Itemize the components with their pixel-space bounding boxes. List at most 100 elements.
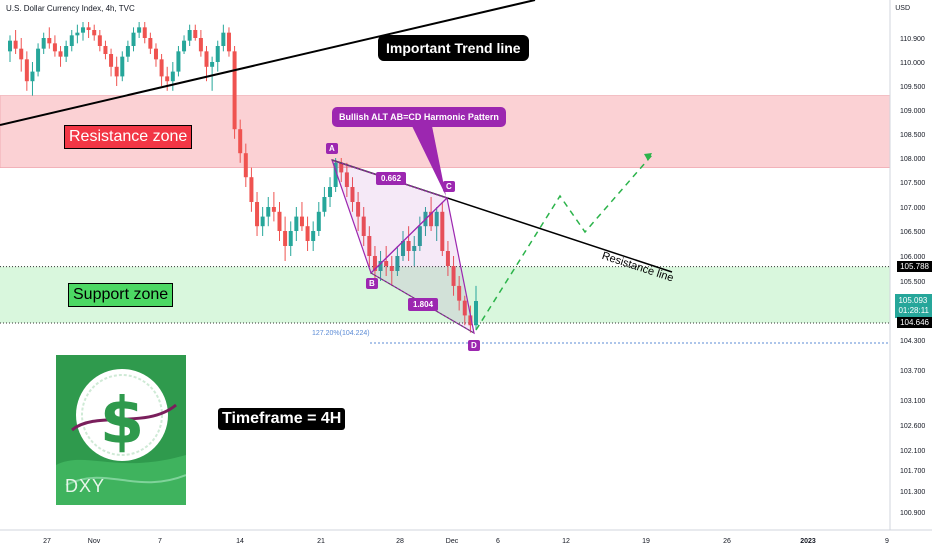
- time-axis: 27 Nov 7 14 21 28 Dec 6 12 19 26 2023 9: [0, 529, 932, 545]
- candle-body: [170, 71, 175, 82]
- candle-body: [266, 207, 271, 217]
- candle-body: [361, 216, 366, 236]
- y-tick-label: 101.700: [900, 468, 925, 475]
- candle-body: [182, 40, 187, 52]
- candle-body: [47, 38, 52, 44]
- candle-body: [339, 162, 344, 173]
- ratio-cd-label: 1.804: [408, 298, 439, 311]
- y-tick-label: 105.500: [900, 279, 925, 286]
- y-tick-label: 110.000: [900, 60, 925, 67]
- candle-body: [271, 207, 276, 212]
- candle-body: [294, 216, 299, 231]
- candle-body: [176, 51, 181, 72]
- y-tick-label: 108.000: [900, 156, 925, 163]
- important-trend-line: [0, 0, 536, 126]
- price-tag-current: 105.093 01:28:11: [895, 294, 932, 318]
- timeframe-label: Timeframe = 4H: [218, 408, 346, 430]
- y-tick-label: 108.500: [900, 132, 925, 139]
- candle-body: [58, 51, 63, 57]
- candle-body: [389, 266, 394, 271]
- y-tick-label: 102.100: [900, 448, 925, 455]
- price-axis: 110.900 110.000 109.500 109.000 108.500 108.0…: [889, 0, 925, 530]
- y-tick-label: 104.300: [900, 338, 925, 345]
- logo-text: DXY: [65, 476, 106, 496]
- dollar-sign-icon: $: [56, 369, 187, 505]
- svg-text:$: $: [100, 385, 145, 459]
- candle-body: [114, 66, 119, 77]
- candle-body: [131, 32, 136, 46]
- candle-body: [367, 236, 372, 256]
- candle-body: [19, 48, 24, 60]
- candle-body: [311, 231, 316, 241]
- candle-body: [30, 71, 35, 82]
- candle-body: [36, 48, 41, 72]
- candle-body: [356, 202, 361, 217]
- candle-body: [75, 32, 80, 36]
- x-tick-label: 26: [723, 538, 731, 545]
- candle-body: [429, 211, 434, 227]
- candle-body: [384, 261, 389, 266]
- candle-body: [322, 197, 327, 212]
- candle-body: [243, 153, 248, 178]
- candle-body: [288, 231, 293, 246]
- projection-arrowhead: [644, 153, 652, 161]
- candle-body: [451, 266, 456, 286]
- candle-body: [86, 27, 91, 30]
- candle-body: [52, 43, 57, 52]
- candle-body: [462, 300, 467, 316]
- candle-body: [125, 46, 130, 57]
- x-tick-label: 6: [496, 538, 500, 545]
- candle-body: [238, 129, 243, 154]
- candle-body: [109, 54, 114, 67]
- candle-body: [204, 51, 209, 67]
- current-price: 105.093: [898, 296, 928, 305]
- projection-path: [475, 154, 653, 331]
- candle-body: [159, 59, 164, 77]
- candle-body: [8, 40, 12, 52]
- candle-body: [41, 38, 46, 49]
- candle-body: [277, 211, 282, 231]
- candle-body: [103, 46, 108, 54]
- candle-body: [350, 187, 355, 202]
- y-tick-label: 106.000: [900, 254, 925, 261]
- candle-body: [232, 51, 237, 130]
- candle-body: [120, 56, 125, 77]
- candle-body: [92, 30, 97, 36]
- candle-body: [395, 256, 400, 271]
- chart-title: U.S. Dollar Currency Index, 4h, TVC: [6, 4, 135, 13]
- candle-body: [316, 211, 321, 231]
- x-tick-label: 21: [317, 538, 325, 545]
- axis-currency: USD: [895, 5, 910, 12]
- candle-body: [468, 315, 473, 326]
- candle-body: [378, 261, 383, 271]
- candle-body: [412, 246, 417, 251]
- candle-body: [299, 216, 304, 227]
- y-tick-label: 102.600: [900, 423, 925, 430]
- candle-body: [187, 30, 192, 41]
- candle-body: [226, 32, 231, 52]
- x-tick-label: Nov: [88, 538, 101, 545]
- candle-body: [305, 226, 310, 241]
- dxy-logo: $ DXY: [56, 355, 187, 505]
- point-c-label: C: [443, 181, 455, 192]
- y-tick-label: 109.000: [900, 108, 925, 115]
- bar-countdown: 01:28:11: [898, 306, 929, 315]
- candle-body: [372, 256, 377, 271]
- candle-body: [255, 202, 260, 227]
- candle-body: [193, 30, 198, 38]
- y-tick-label: 110.900: [900, 36, 925, 43]
- resistance-zone-label: Resistance zone: [64, 125, 193, 149]
- candle-body: [417, 226, 422, 246]
- candle-body: [165, 76, 170, 82]
- candle-body: [434, 211, 439, 227]
- ratio-bc-label: 0.662: [376, 172, 407, 185]
- candle-body: [24, 59, 29, 82]
- candle-body: [198, 38, 203, 52]
- y-tick-label: 107.000: [900, 205, 925, 212]
- candle-body: [80, 27, 85, 33]
- candle-body: [137, 27, 142, 33]
- candles: [8, 22, 478, 333]
- candle-body: [401, 241, 406, 256]
- x-tick-label: 19: [642, 538, 650, 545]
- candle-body: [153, 48, 158, 60]
